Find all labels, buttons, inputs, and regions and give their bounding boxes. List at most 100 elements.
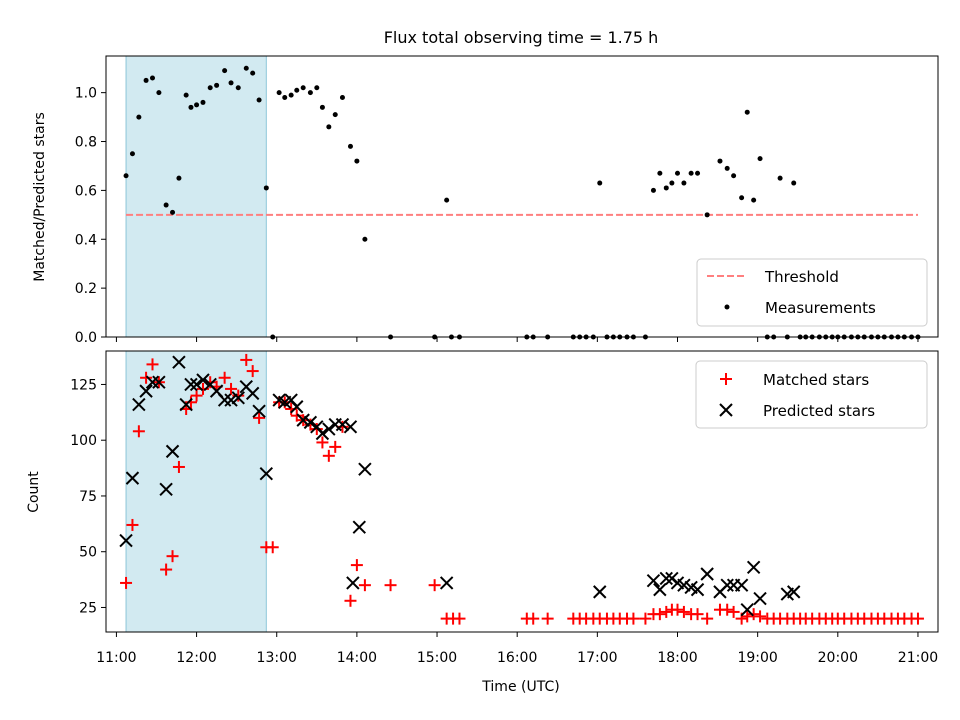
measurement-point [332,112,338,118]
top-y-tick-label: 0.8 [75,135,97,151]
bottom-axes-frame [105,350,939,633]
measurement-point [170,209,176,215]
top-y-axis-label: Matched/Predicted stars [32,112,48,282]
matched-star-point [541,612,554,625]
matched-star-point [329,440,342,453]
measurement-point [282,95,288,101]
matched-star-point [184,396,197,409]
measurement-point [657,170,663,176]
measurement-point [163,202,169,208]
matched-star-point [290,409,303,422]
top-marks [123,65,921,340]
measurement-point [288,92,294,98]
predicted-star-point [296,413,310,427]
matched-star-point [721,603,734,616]
predicted-star-point [346,576,360,590]
predicted-star-point [740,602,754,617]
measurement-point [214,82,220,88]
measurement-point [194,102,200,108]
measurement-point [663,185,669,191]
bottom-y-tick-label: 75 [79,489,97,505]
measurement-point [597,180,603,186]
legend-predicted-swatch [719,403,733,417]
matched-star-point [660,605,673,618]
predicted-star-point [231,391,245,405]
measurement-point [207,85,213,91]
predicted-star-point [259,466,274,481]
measurement-point [731,173,737,179]
x-tick-label: 15:00 [417,650,457,666]
predicted-star-point [322,422,336,436]
matched-star-point [160,563,173,576]
measurement-point [650,187,656,193]
measurement-point [339,95,345,101]
measurement-point [256,97,262,103]
top-shaded-region [125,55,267,338]
measurement-point [444,197,450,203]
top-legend-box [696,258,928,327]
x-tick-label: 16:00 [497,650,537,666]
measurement-point [674,170,680,176]
measurement-point [276,90,282,96]
measurement-point [222,68,228,74]
predicted-star-point [252,404,266,418]
x-tick-label: 18:00 [657,650,697,666]
matched-star-point [350,559,363,572]
predicted-star-point [653,582,667,597]
predicted-star-point [196,373,210,387]
predicted-star-point [245,386,260,401]
predicted-star-point [659,571,673,586]
matched-star-point [240,353,253,366]
matched-star-point [653,608,666,621]
predicted-star-point [734,578,749,592]
matched-star-point [126,518,139,531]
top-y-ticks: 0.0 0.2 0.4 0.6 0.8 1.0 [75,86,106,346]
x-tick-label: 19:00 [737,650,777,666]
legend-predicted-label: Predicted stars [763,402,875,420]
x-tick-label: 21:00 [898,650,938,666]
matched-star-point [627,612,640,625]
matched-star-point [322,449,335,462]
measurement-point [143,77,149,83]
measurement-point [228,80,234,86]
matched-star-point [671,603,684,616]
matched-star-point [140,371,153,384]
predicted-star-point [224,393,238,407]
measurement-point [156,90,162,96]
matched-star-point [639,612,652,625]
bottom-marks [119,353,924,625]
measurement-point [319,104,325,110]
predicted-star-point [593,585,607,599]
legend-matched-swatch [720,373,732,385]
matched-star-point [266,541,279,554]
bottom-y-tick-label: 100 [70,433,97,449]
measurement-point [717,158,723,164]
measurement-point [300,85,306,91]
legend-measurements-swatch [724,304,730,310]
measurement-point [777,175,783,181]
predicted-star-point [720,578,734,592]
measurement-point [739,195,745,201]
predicted-star-point [700,567,714,581]
matched-star-point [172,460,185,473]
predicted-star-point [152,375,166,389]
bottom-y-tick-label: 125 [70,377,97,393]
measurement-point [200,99,206,105]
x-tick-label: 11:00 [96,650,136,666]
predicted-star-point [753,591,767,606]
measurement-point [669,180,675,186]
predicted-star-point [358,462,372,476]
predicted-star-point [179,397,193,412]
bottom-y-tick-label: 25 [79,600,97,616]
matched-star-point [527,612,540,625]
measurement-point [235,85,241,91]
predicted-star-point [217,393,232,407]
predicted-star-point [139,384,153,398]
predicted-star-point [746,560,761,575]
matched-star-point [754,610,767,623]
measurement-point [704,212,710,218]
matched-star-point [316,436,329,449]
predicted-star-point [132,397,146,412]
matched-star-point [453,612,466,625]
